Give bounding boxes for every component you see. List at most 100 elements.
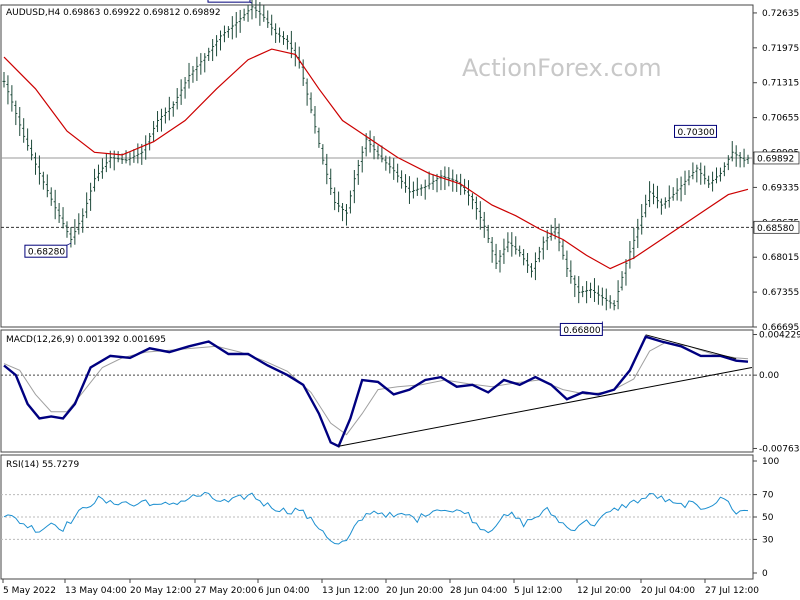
- price-bar: [514, 236, 518, 255]
- x-tick-label: 13 May 04:00: [65, 586, 127, 596]
- x-tick-label: 20 Jul 04:00: [641, 586, 695, 596]
- price-annotation-box: [207, 0, 251, 3]
- price-bar: [640, 204, 644, 235]
- price-annotation-leader: [66, 242, 72, 246]
- price-level-label-text: 0.69892: [757, 154, 794, 164]
- price-bar: [659, 198, 663, 215]
- price-panel-frame: [0, 4, 754, 328]
- price-bar: [687, 170, 691, 186]
- price-bar: [652, 183, 656, 205]
- price-bar: [234, 11, 238, 38]
- price-bar: [722, 162, 726, 177]
- price-bar: [663, 197, 667, 209]
- price-y-tick-label: 0.67355: [762, 288, 799, 298]
- rsi-y-tick-label: 0: [762, 569, 768, 579]
- price-bar: [671, 187, 675, 201]
- price-bar: [301, 59, 305, 86]
- macd-line: [3, 335, 749, 448]
- price-bar: [156, 111, 160, 133]
- price-annotation: 0.66800: [559, 321, 603, 336]
- price-bar: [281, 31, 285, 45]
- price-bar: [533, 252, 537, 281]
- price-bar: [490, 237, 494, 263]
- price-bar: [258, 2, 262, 26]
- price-bar: [435, 173, 439, 193]
- price-bar: [352, 169, 356, 204]
- rsi-y-tick-label: 70: [762, 491, 774, 501]
- price-bar: [49, 187, 53, 206]
- price-annotation-text: 0.68280: [28, 248, 65, 258]
- price-bar: [604, 288, 608, 311]
- price-bar: [341, 202, 345, 222]
- rsi-line: [3, 491, 749, 545]
- watermark: ActionForex.com: [462, 54, 662, 82]
- price-bar: [163, 107, 167, 124]
- price-bar: [644, 194, 648, 218]
- price-bar: [392, 158, 396, 180]
- price-bar: [37, 155, 41, 185]
- x-tick-label: 6 Jun 04:00: [258, 586, 310, 596]
- price-bar: [203, 53, 207, 73]
- price-bar: [344, 204, 348, 226]
- price-bar: [561, 239, 565, 260]
- price-bar: [278, 27, 282, 43]
- price-bar: [470, 193, 474, 210]
- price-bar: [675, 178, 679, 201]
- rsi-y-tick-label: 100: [762, 457, 779, 467]
- price-bar: [199, 53, 203, 75]
- price-bar: [502, 238, 506, 264]
- price-bar: [596, 285, 600, 305]
- price-panel: 0.726350.719750.713150.706550.699950.693…: [1, 0, 800, 336]
- price-bar: [431, 174, 435, 190]
- price-bar: [262, 5, 266, 22]
- price-bar: [305, 78, 309, 106]
- price-bar: [77, 213, 81, 235]
- price-bar: [313, 106, 317, 134]
- price-bar: [486, 224, 490, 243]
- price-bar: [325, 153, 329, 185]
- price-bar: [628, 241, 632, 269]
- price-bar: [565, 250, 569, 278]
- price-bar: [423, 179, 427, 200]
- price-bar: [451, 169, 455, 192]
- price-y-tick-label: 0.71315: [762, 79, 799, 89]
- price-bar: [250, 0, 254, 20]
- price-annotation: 0.68280: [24, 242, 72, 258]
- price-bar: [730, 141, 734, 162]
- price-bar: [585, 281, 589, 304]
- price-bar: [715, 167, 719, 184]
- price-bar: [415, 177, 419, 196]
- price-bar: [734, 145, 738, 167]
- price-y-tick-label: 0.69335: [762, 183, 799, 193]
- price-bar: [695, 164, 699, 183]
- price-bar: [65, 221, 69, 238]
- x-tick-label: 12 Jul 20:00: [577, 586, 631, 596]
- price-bar: [703, 165, 707, 185]
- price-bar: [254, 0, 258, 19]
- price-bar: [616, 280, 620, 310]
- price-bar: [215, 35, 219, 57]
- price-level-label-box: [753, 220, 800, 234]
- price-bar: [274, 23, 278, 43]
- price-y-tick-label: 0.71975: [762, 44, 799, 54]
- price-bar: [691, 162, 695, 180]
- price-bar: [242, 8, 246, 21]
- price-bar: [222, 25, 226, 43]
- price-bar: [624, 259, 628, 286]
- price-annotation-box: [24, 244, 68, 258]
- price-bar: [545, 229, 549, 251]
- price-bar: [333, 187, 337, 211]
- price-annotation-text: 0.72820: [211, 0, 248, 3]
- price-bar: [746, 154, 750, 165]
- price-bar: [506, 232, 510, 253]
- macd-signal-line: [3, 341, 749, 436]
- macd-panel: 0.004229 0.00 -0.007633: [1, 331, 800, 454]
- price-bar: [104, 152, 108, 173]
- x-tick-label: 27 May 20:00: [195, 586, 257, 596]
- price-bar: [179, 79, 183, 105]
- macd-y-tick-label: 0.004229: [759, 331, 800, 341]
- price-bar: [718, 167, 722, 182]
- price-bar: [467, 180, 471, 206]
- price-bar: [10, 85, 14, 112]
- price-bar: [22, 118, 26, 143]
